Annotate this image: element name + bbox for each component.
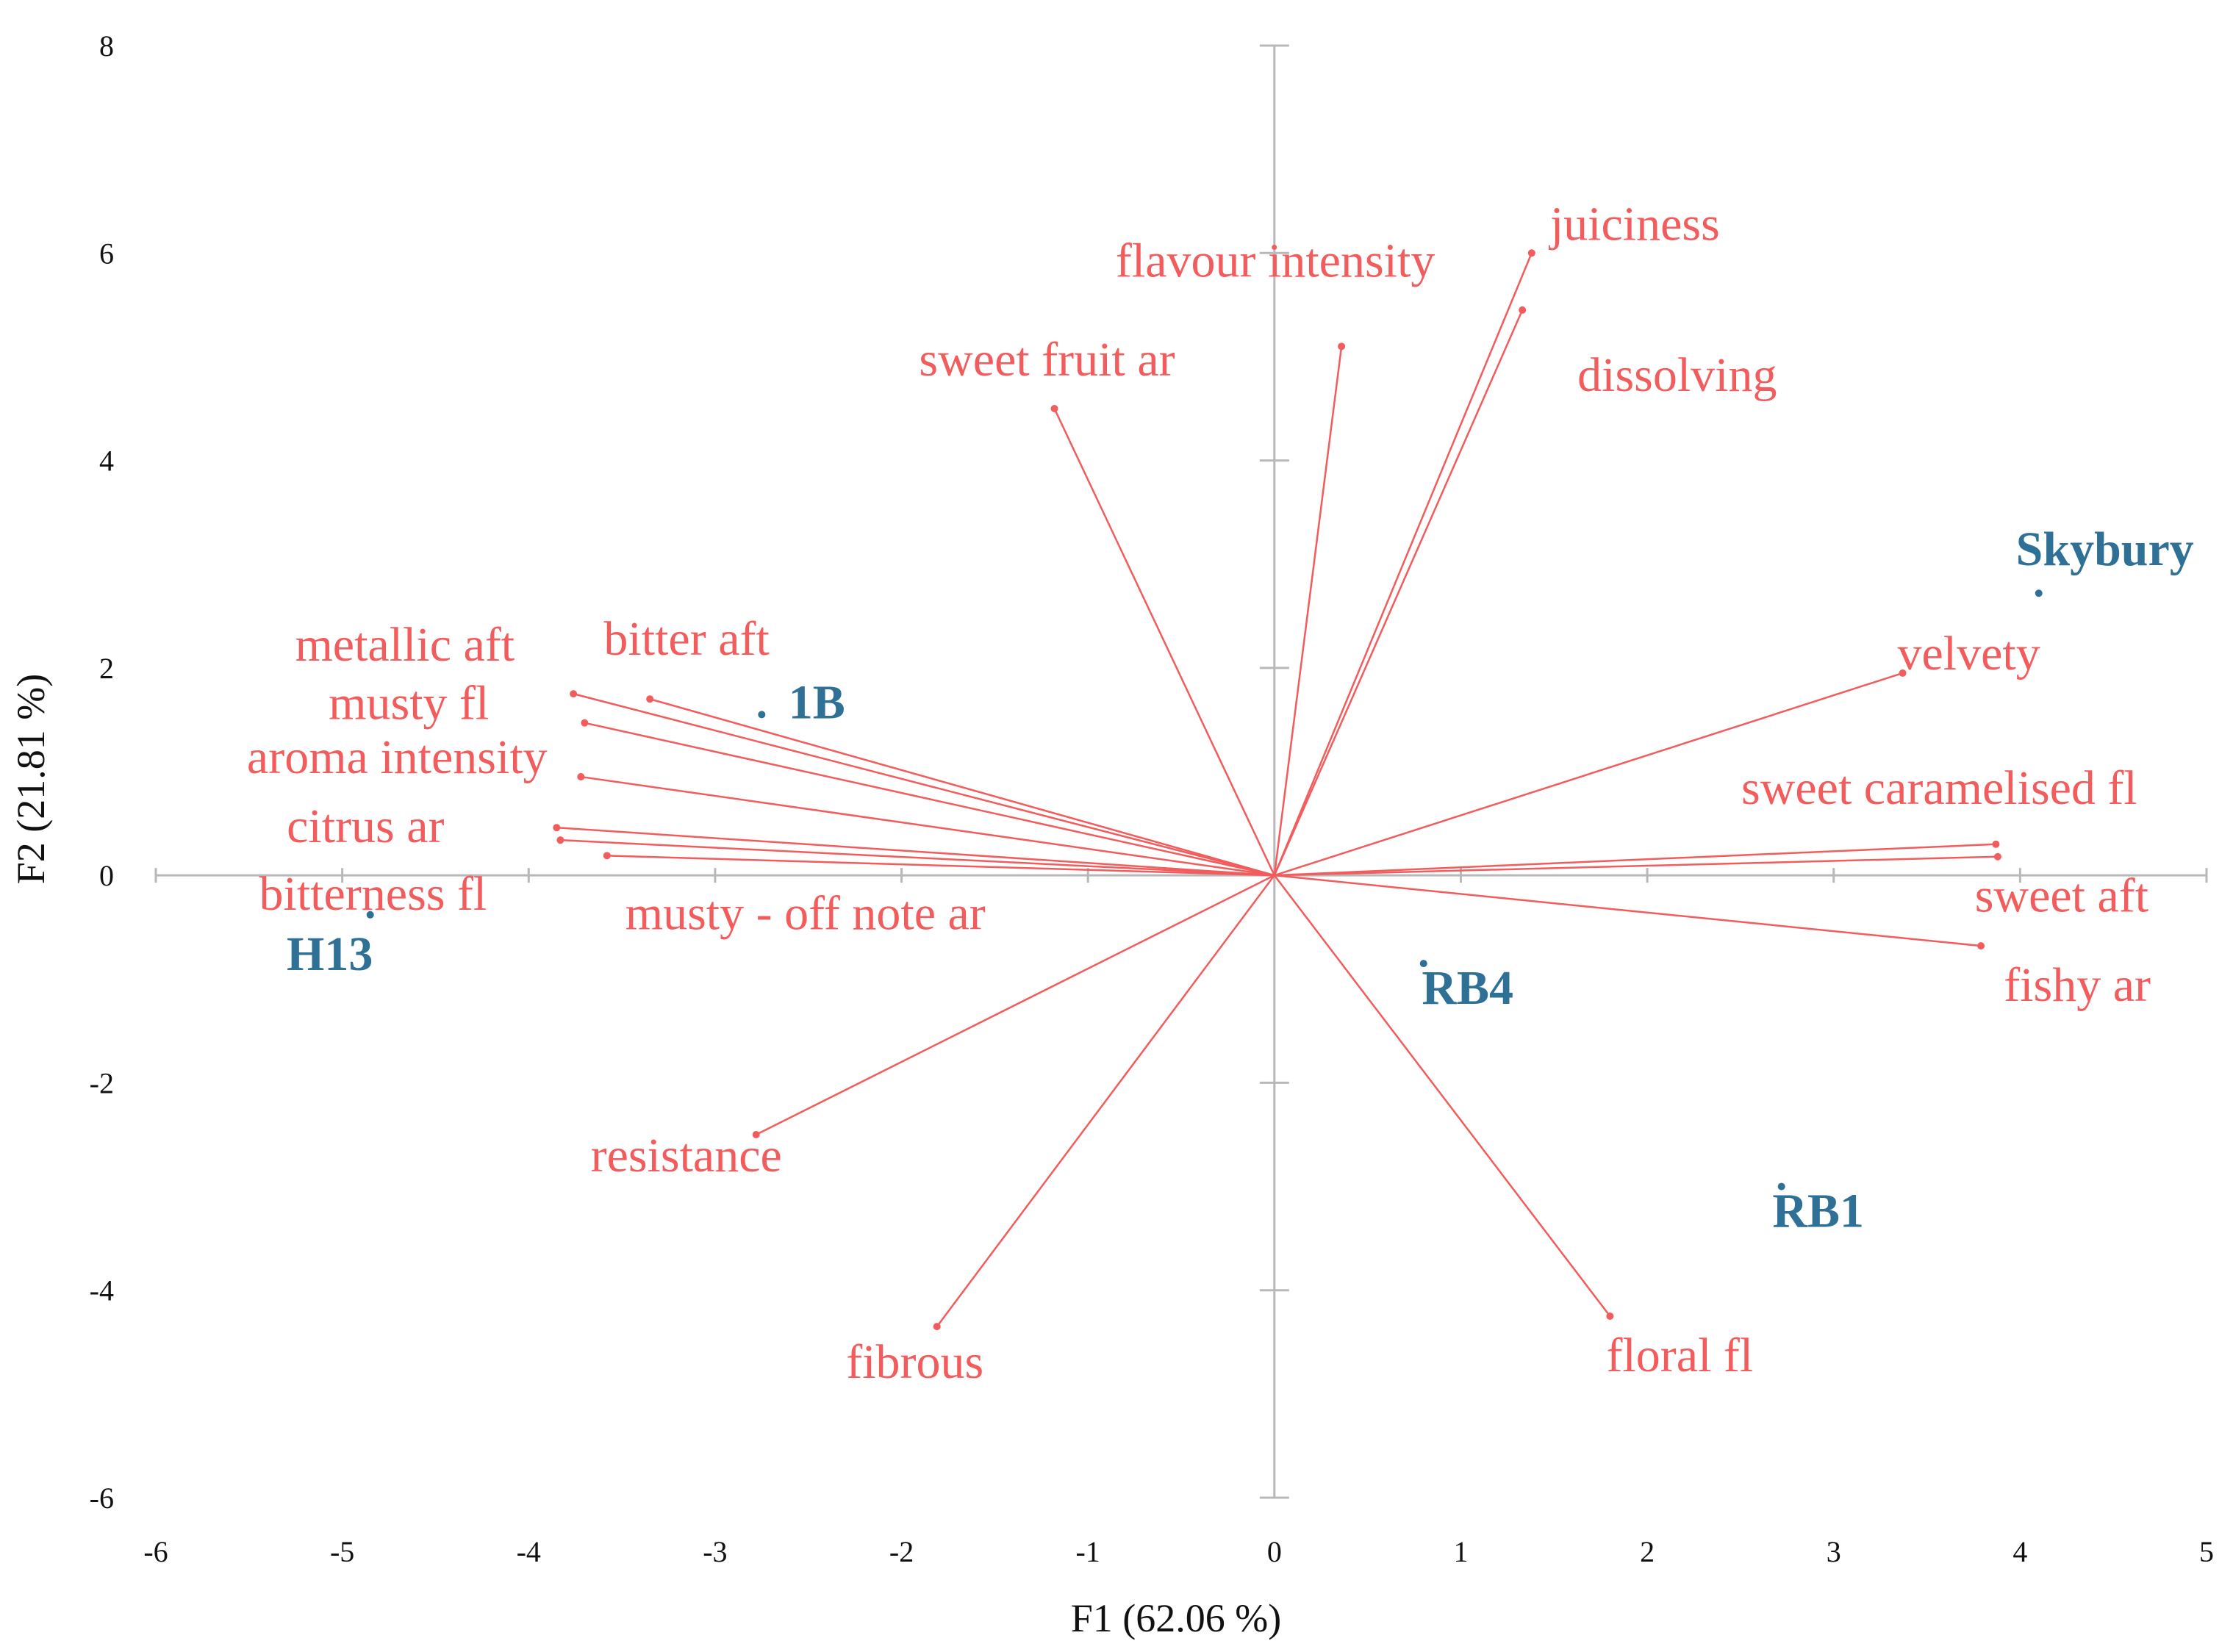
variable-label: juiciness bbox=[1549, 197, 1720, 251]
variable-vector bbox=[1274, 843, 1996, 877]
observation-points bbox=[366, 589, 2043, 1190]
x-tick-label: 5 bbox=[2199, 1535, 2214, 1568]
x-tick-label: -3 bbox=[703, 1535, 727, 1568]
observation-point bbox=[366, 911, 374, 919]
variable-label: floral fl bbox=[1606, 1329, 1753, 1382]
x-tick-label: -6 bbox=[143, 1535, 168, 1568]
observation-point bbox=[758, 711, 766, 719]
observation-point bbox=[2035, 589, 2043, 597]
variable-vector bbox=[1274, 874, 1982, 947]
variable-point bbox=[577, 773, 585, 781]
y-tick-label: 4 bbox=[99, 445, 114, 478]
variable-vector bbox=[649, 697, 1275, 877]
variable-point bbox=[553, 824, 561, 832]
variable-label: metallic aft bbox=[295, 618, 515, 672]
variable-vector bbox=[1273, 252, 1533, 876]
x-axis-ticks: -6 -5 -4 -3 -2 -1 0 1 2 3 4 5 bbox=[143, 868, 2214, 1568]
variable-vector bbox=[581, 775, 1275, 877]
variable-point bbox=[1527, 249, 1535, 257]
variable-label: sweet aft bbox=[1975, 869, 2148, 923]
variable-vectors bbox=[553, 249, 2001, 1331]
variable-point bbox=[1606, 1312, 1614, 1320]
variable-vector bbox=[1273, 875, 1611, 1317]
variable-vector bbox=[1273, 346, 1343, 876]
variable-vector bbox=[1274, 672, 1903, 877]
observation-point bbox=[1777, 1182, 1785, 1190]
variable-point bbox=[581, 719, 589, 727]
variable-vector bbox=[560, 838, 1275, 877]
variable-point bbox=[556, 836, 564, 844]
variable-point bbox=[752, 1131, 760, 1138]
observation-label: Skybury bbox=[2016, 522, 2194, 576]
y-tick-label: 6 bbox=[99, 237, 114, 270]
x-tick-label: 1 bbox=[1453, 1535, 1468, 1568]
y-tick-label: -4 bbox=[90, 1274, 114, 1307]
variable-vector bbox=[1273, 309, 1524, 876]
y-tick-label: -6 bbox=[90, 1482, 114, 1515]
observation-label: 1B bbox=[789, 675, 845, 729]
x-tick-label: 3 bbox=[1827, 1535, 1841, 1568]
y-tick-label: 8 bbox=[99, 29, 114, 62]
y-tick-label: 0 bbox=[99, 859, 114, 892]
x-tick-label: 2 bbox=[1640, 1535, 1655, 1568]
x-tick-label: 4 bbox=[2012, 1535, 2027, 1568]
x-tick-label: -1 bbox=[1076, 1535, 1100, 1568]
variable-vector bbox=[756, 875, 1275, 1136]
variable-label: bitter aft bbox=[603, 612, 769, 666]
variable-vector bbox=[573, 692, 1275, 877]
x-tick-label: 0 bbox=[1267, 1535, 1282, 1568]
variable-label: fishy ar bbox=[2004, 958, 2151, 1012]
variable-label: dissolving bbox=[1577, 348, 1777, 402]
axes bbox=[156, 46, 2207, 1498]
observation-label: RB4 bbox=[1422, 961, 1513, 1015]
variable-label: aroma intensity bbox=[247, 730, 548, 784]
variable-vector bbox=[936, 875, 1275, 1327]
variable-point bbox=[1519, 306, 1527, 314]
x-axis-title: F1 (62.06 %) bbox=[1071, 1596, 1281, 1640]
x-tick-label: -2 bbox=[889, 1535, 914, 1568]
variable-point bbox=[646, 695, 654, 703]
variable-vector bbox=[1053, 408, 1275, 876]
observation-label: RB1 bbox=[1772, 1185, 1864, 1238]
variable-label: flavour intensity bbox=[1116, 234, 1435, 287]
variable-label: citrus ar bbox=[287, 800, 444, 853]
variable-label: fibrous bbox=[846, 1335, 983, 1389]
variable-point bbox=[1977, 942, 1985, 950]
variable-labels: juiciness dissolving flavour intensity swee… bbox=[247, 197, 2151, 1389]
x-tick-label: -4 bbox=[517, 1535, 541, 1568]
y-tick-label: 2 bbox=[99, 652, 114, 685]
y-tick-label: -2 bbox=[90, 1066, 114, 1099]
variable-point bbox=[603, 852, 611, 860]
variable-point bbox=[1050, 405, 1058, 412]
observation-point bbox=[1419, 960, 1427, 968]
variable-vector bbox=[556, 826, 1275, 877]
y-axis-ticks: -6 -4 -2 0 2 4 6 8 bbox=[90, 29, 1289, 1515]
variable-point bbox=[1992, 840, 2000, 848]
variable-label: sweet fruit ar bbox=[919, 333, 1175, 387]
variable-point bbox=[1993, 852, 2001, 861]
x-tick-label: -5 bbox=[330, 1535, 354, 1568]
variable-point bbox=[1338, 342, 1346, 351]
variable-point bbox=[570, 690, 578, 698]
variable-label: velvety bbox=[1897, 627, 2040, 680]
variable-label: resistance bbox=[591, 1129, 782, 1182]
variable-point bbox=[1899, 669, 1907, 677]
variable-vector bbox=[584, 722, 1275, 877]
variable-vector bbox=[1274, 855, 1998, 877]
variable-label: sweet caramelised fl bbox=[1741, 761, 2137, 815]
observation-label: H13 bbox=[287, 927, 373, 981]
observation-labels: Skybury 1B H13 RB4 RB1 bbox=[287, 522, 2194, 1238]
y-axis-title: F2 (21.81 %) bbox=[9, 674, 53, 884]
variable-label: musty fl bbox=[329, 677, 489, 730]
variable-label: bitterness fl bbox=[259, 867, 487, 921]
variable-vector bbox=[606, 855, 1275, 877]
variable-point bbox=[933, 1323, 941, 1331]
variable-label: musty - off note ar bbox=[626, 886, 986, 940]
